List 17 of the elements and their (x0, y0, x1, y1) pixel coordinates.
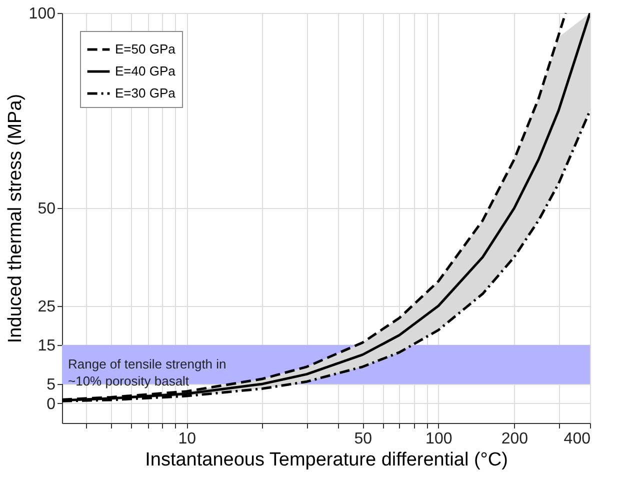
x-tick-label: 10 (178, 430, 196, 448)
y-tick-label: 25 (38, 298, 56, 316)
x-tick-label: 200 (501, 430, 528, 448)
x-axis-title: Instantaneous Temperature differential (°C) (145, 450, 508, 470)
band-label: Range of tensile strength in ~10% porosity basalt (68, 356, 226, 388)
legend-label: E=50 GPa (115, 42, 176, 56)
y-tick-label: 5 (46, 376, 56, 394)
legend-label: E=30 GPa (115, 86, 176, 100)
y-axis-title: Induced thermal stress (MPa) (4, 94, 26, 344)
y-tick-label: 50 (38, 200, 56, 218)
legend-label: E=40 GPa (115, 64, 176, 78)
y-tick-label: 15 (38, 337, 56, 354)
y-tick-label: 100 (28, 6, 56, 22)
x-tick-label: 50 (354, 430, 372, 448)
y-tick-label: 0 (46, 396, 56, 413)
x-tick-label: 100 (426, 430, 452, 448)
x-tick-label: 400 (564, 430, 591, 448)
